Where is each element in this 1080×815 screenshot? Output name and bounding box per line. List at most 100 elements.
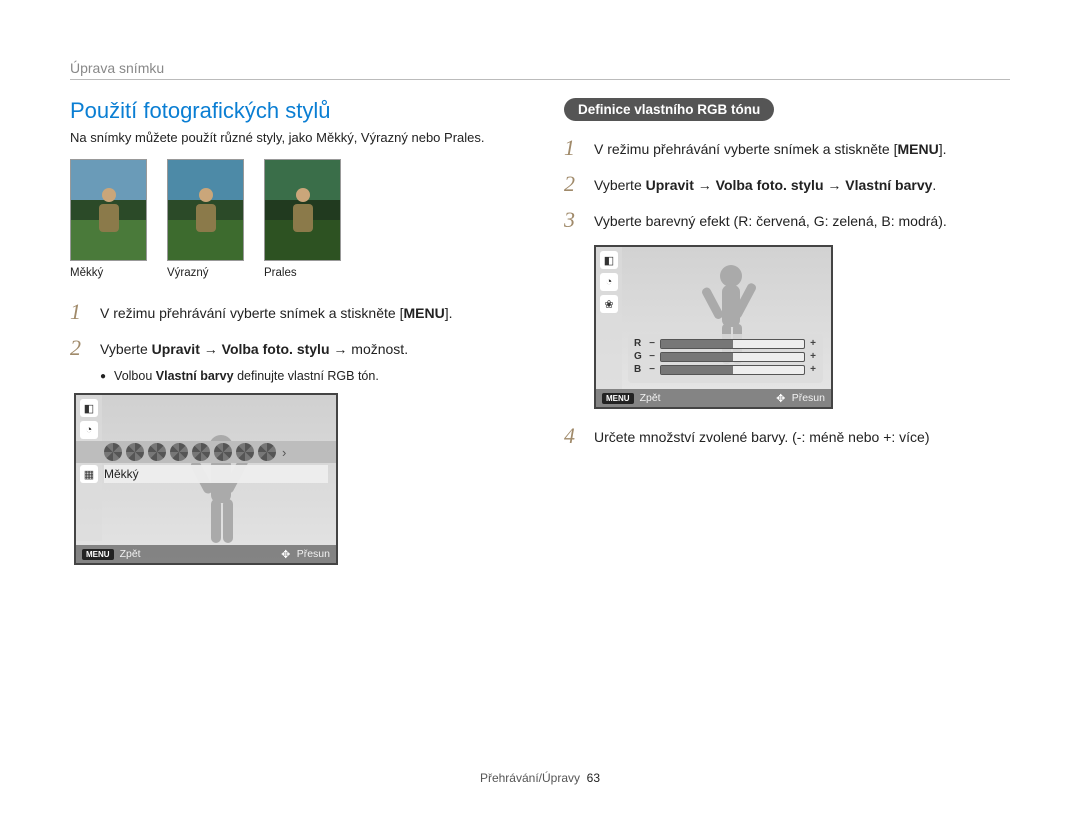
adjust-icon: ▦ (80, 465, 98, 483)
rgb-row-g: G − + (634, 351, 817, 362)
rgb-label: G (634, 351, 644, 362)
plus-icon: + (809, 351, 817, 362)
step-number: 4 (564, 425, 584, 447)
step-1: 1 V režimu přehrávání vyberte snímek a s… (70, 301, 516, 323)
bullet-icon: ● (100, 369, 106, 383)
two-column-layout: Použití fotografických stylů Na snímky m… (70, 98, 1010, 565)
step1-suffix: ]. (939, 141, 947, 157)
style-icon (192, 443, 210, 461)
minus-icon: − (648, 338, 656, 349)
menu-key: MENU (897, 141, 938, 157)
navigate-icon: ✥ (281, 549, 291, 559)
bullet-suffix: definujte vlastní RGB tón. (234, 369, 379, 383)
step-2: 2 Vyberte Upravit → Volba foto. stylu → … (70, 337, 516, 359)
style-icon (170, 443, 188, 461)
menu-chip: MENU (602, 393, 634, 404)
bullet-text: Volbou Vlastní barvy definujte vlastní R… (114, 369, 379, 383)
footer-section: Přehrávání/Úpravy (480, 771, 580, 785)
subsection-pill: Definice vlastního RGB tónu (564, 98, 774, 121)
step-text: V režimu přehrávání vyberte snímek a sti… (594, 137, 946, 157)
ui-footer-bar: MENU Zpět ✥ Přesun (76, 545, 336, 563)
back-label: Zpět (120, 548, 141, 560)
style-strip: › (76, 441, 336, 463)
sub-bullet: ● Volbou Vlastní barvy definujte vlastní… (100, 369, 516, 383)
thumb-label: Výrazný (167, 267, 244, 279)
step1-prefix: V režimu přehrávání vyberte snímek a sti… (594, 141, 897, 157)
ui-footer-bar: MENU Zpět ✥ Přesun (596, 389, 831, 407)
navigate-icon: ✥ (776, 393, 786, 403)
intro-text: Na snímky můžete použít různé styly, jak… (70, 130, 516, 145)
step2-suffix: → možnost. (330, 341, 409, 357)
step-3: 3 Vyberte barevný efekt (R: červená, G: … (564, 209, 1010, 231)
step-number: 3 (564, 209, 584, 231)
step-number: 2 (70, 337, 90, 359)
step-text: Vyberte Upravit → Volba foto. stylu → Vl… (594, 173, 936, 193)
ui-sidebar: ◧ ◔ ❀ ▦ (76, 395, 102, 541)
section-title: Použití fotografických stylů (70, 98, 516, 124)
ui-sidebar: ◧ ◔ ❀ (596, 247, 622, 389)
move-label: Přesun (297, 548, 330, 560)
move-label: Přesun (792, 392, 825, 404)
palette-icon: ❀ (600, 295, 618, 313)
step-1: 1 V režimu přehrávání vyberte snímek a s… (564, 137, 1010, 159)
step-2: 2 Vyberte Upravit → Volba foto. stylu → … (564, 173, 1010, 195)
rgb-label: R (634, 338, 644, 349)
thumb-soft (70, 159, 147, 261)
plus-icon: + (809, 364, 817, 375)
menu-key: MENU (403, 305, 444, 321)
rotate-icon: ◔ (80, 421, 98, 439)
step2-bold: Upravit → Volba foto. stylu → Vlastní ba… (646, 177, 933, 193)
style-icon (104, 443, 122, 461)
menu-chip: MENU (82, 549, 114, 560)
rgb-row-r: R − + (634, 338, 817, 349)
step1-suffix: ]. (445, 305, 453, 321)
page-number: 63 (587, 771, 600, 785)
bullet-prefix: Volbou (114, 369, 156, 383)
minus-icon: − (648, 351, 656, 362)
step-number: 2 (564, 173, 584, 195)
style-icon (236, 443, 254, 461)
rgb-label: B (634, 364, 644, 375)
thumb-labels: Měkký Výrazný Prales (70, 267, 516, 279)
thumb-forest (264, 159, 341, 261)
breadcrumb: Úprava snímku (70, 60, 1010, 80)
chevron-right-icon: › (282, 445, 286, 460)
style-icon (126, 443, 144, 461)
step-text: Vyberte barevný efekt (R: červená, G: ze… (594, 209, 947, 229)
step-text: V režimu přehrávání vyberte snímek a sti… (100, 301, 452, 321)
step-text: Určete množství zvolené barvy. (-: méně … (594, 425, 930, 445)
step-number: 1 (564, 137, 584, 159)
style-icon (214, 443, 232, 461)
thumb-label: Měkký (70, 267, 147, 279)
step2-bold: Upravit → Volba foto. stylu (152, 341, 330, 357)
step2-suffix: . (932, 177, 936, 193)
thumb-label: Prales (264, 267, 341, 279)
step-text: Vyberte Upravit → Volba foto. stylu → mo… (100, 337, 408, 357)
bullet-bold: Vlastní barvy (156, 369, 234, 383)
slider-track[interactable] (660, 339, 805, 349)
rgb-row-b: B − + (634, 364, 817, 375)
selected-style-label: Měkký (104, 465, 328, 483)
step2-prefix: Vyberte (594, 177, 646, 193)
camera-ui-mock-styles: ◧ ◔ ❀ ▦ › (74, 393, 338, 565)
style-icon (258, 443, 276, 461)
slider-track[interactable] (660, 365, 805, 375)
back-label: Zpět (640, 392, 661, 404)
step-4: 4 Určete množství zvolené barvy. (-: mén… (564, 425, 1010, 447)
style-icon (148, 443, 166, 461)
right-column: Definice vlastního RGB tónu 1 V režimu p… (564, 98, 1010, 565)
slider-track[interactable] (660, 352, 805, 362)
manual-page: Úprava snímku Použití fotografických sty… (0, 0, 1080, 815)
rgb-slider-panel: R − + G − + B − (628, 334, 823, 383)
crop-icon: ◧ (600, 251, 618, 269)
plus-icon: + (809, 338, 817, 349)
step1-prefix: V režimu přehrávání vyberte snímek a sti… (100, 305, 403, 321)
page-footer: Přehrávání/Úpravy 63 (0, 771, 1080, 785)
camera-ui-mock-rgb: ◧ ◔ ❀ R − + G − (594, 245, 833, 409)
minus-icon: − (648, 364, 656, 375)
crop-icon: ◧ (80, 399, 98, 417)
rotate-icon: ◔ (600, 273, 618, 291)
thumb-vivid (167, 159, 244, 261)
step-number: 1 (70, 301, 90, 323)
left-column: Použití fotografických stylů Na snímky m… (70, 98, 516, 565)
